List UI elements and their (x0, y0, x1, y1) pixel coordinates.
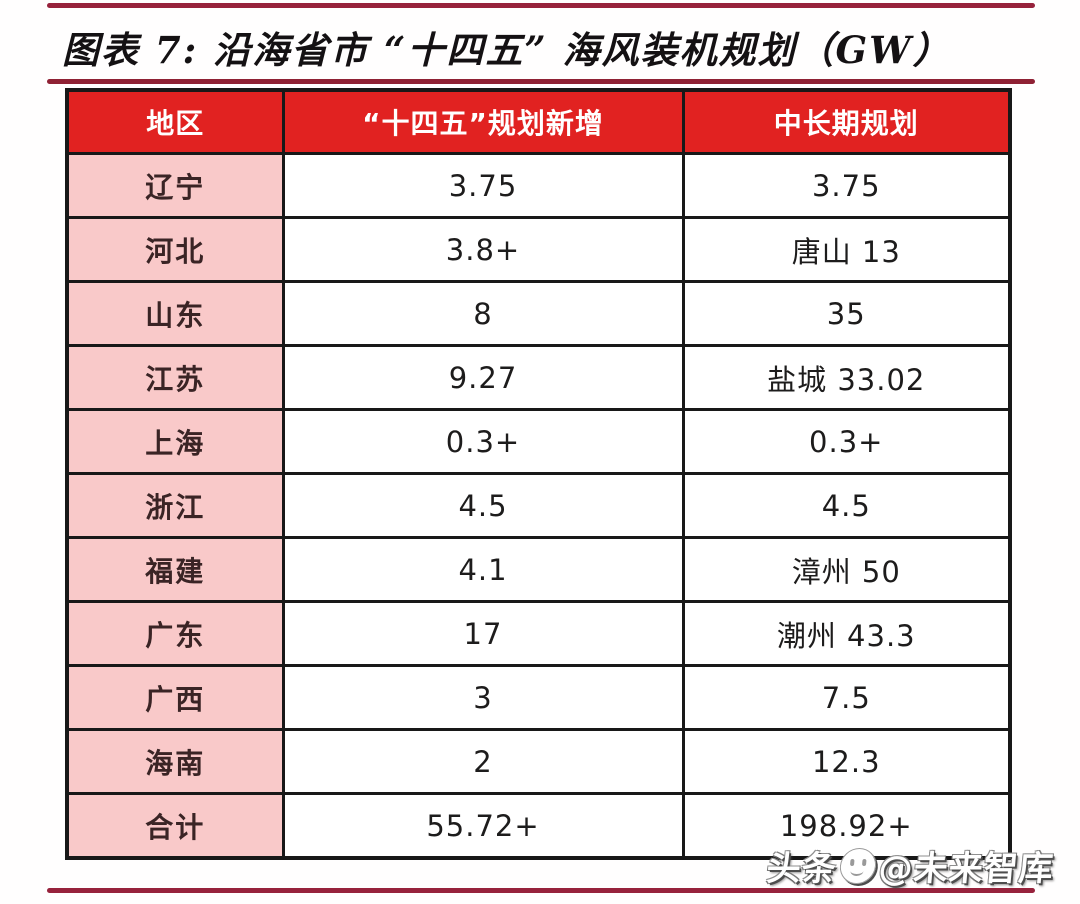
table-row: 河北 3.8+ 唐山 13 (65, 216, 1012, 283)
title-divider (47, 79, 1035, 84)
header-row: 地区 “十四五”规划新增 中长期规划 (65, 88, 1012, 155)
plan-new-cell: 3.8+ (281, 216, 685, 283)
column-header-region: 地区 (65, 88, 285, 155)
region-cell: 江苏 (65, 344, 285, 411)
plan-new-cell: 2 (281, 728, 685, 795)
region-cell: 福建 (65, 536, 285, 603)
table-row: 福建 4.1 漳州 50 (65, 536, 1012, 603)
total-plan-new-cell: 55.72+ (281, 792, 685, 860)
bottom-divider (47, 888, 1035, 893)
plan-new-cell: 3.75 (281, 152, 685, 219)
figure-title: 图表 7: 沿海省市 “十四五” 海风装机规划（GW） (62, 28, 952, 72)
region-cell: 广东 (65, 600, 285, 667)
region-cell: 广西 (65, 664, 285, 731)
long-term-cell: 0.3+ (681, 408, 1012, 475)
region-cell: 上海 (65, 408, 285, 475)
table-row: 上海 0.3+ 0.3+ (65, 408, 1012, 475)
table-row: 广东 17 潮州 43.3 (65, 600, 1012, 667)
plan-new-cell: 0.3+ (281, 408, 685, 475)
long-term-cell: 盐城 33.02 (681, 344, 1012, 411)
plan-new-cell: 4.1 (281, 536, 685, 603)
long-term-cell: 12.3 (681, 728, 1012, 795)
long-term-cell: 7.5 (681, 664, 1012, 731)
long-term-cell: 3.75 (681, 152, 1012, 219)
long-term-cell: 唐山 13 (681, 216, 1012, 283)
plan-new-cell: 3 (281, 664, 685, 731)
toutiao-logo-icon (838, 847, 878, 884)
region-cell: 辽宁 (65, 152, 285, 219)
total-label-cell: 合计 (65, 792, 285, 860)
long-term-cell: 潮州 43.3 (681, 600, 1012, 667)
table-row: 山东 8 35 (65, 280, 1012, 347)
column-header-plan-new: “十四五”规划新增 (281, 88, 685, 155)
column-header-long-term: 中长期规划 (681, 88, 1012, 155)
table-row: 辽宁 3.75 3.75 (65, 152, 1012, 219)
watermark-prefix: 头条 (764, 849, 839, 889)
watermark: 头条 @未来智库 (765, 841, 1056, 890)
region-cell: 河北 (65, 216, 285, 283)
table-row: 海南 2 12.3 (65, 728, 1012, 795)
top-divider (47, 3, 1035, 8)
long-term-cell: 4.5 (681, 472, 1012, 539)
region-cell: 海南 (65, 728, 285, 795)
long-term-cell: 35 (681, 280, 1012, 347)
long-term-cell: 漳州 50 (681, 536, 1012, 603)
table-row: 广西 3 7.5 (65, 664, 1012, 731)
plan-new-cell: 4.5 (281, 472, 685, 539)
watermark-suffix: @未来智库 (876, 849, 1056, 889)
plan-new-cell: 8 (281, 280, 685, 347)
plan-new-cell: 9.27 (281, 344, 685, 411)
table-row: 江苏 9.27 盐城 33.02 (65, 344, 1012, 411)
region-cell: 山东 (65, 280, 285, 347)
table-row: 浙江 4.5 4.5 (65, 472, 1012, 539)
plan-new-cell: 17 (281, 600, 685, 667)
offshore-wind-capacity-table: 地区 “十四五”规划新增 中长期规划 辽宁 3.75 3.75 河北 3.8+ … (65, 88, 1012, 860)
region-cell: 浙江 (65, 472, 285, 539)
